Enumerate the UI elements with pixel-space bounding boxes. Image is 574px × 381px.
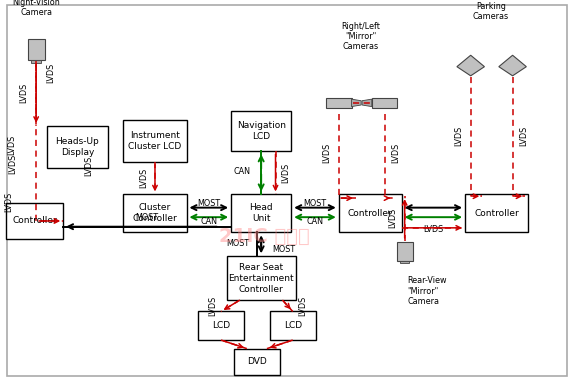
Text: Right/Left
"Mirror"
Cameras: Right/Left "Mirror" Cameras (341, 22, 380, 51)
Polygon shape (326, 98, 351, 108)
Text: Controller: Controller (12, 216, 57, 226)
Polygon shape (499, 55, 526, 76)
Polygon shape (457, 55, 484, 76)
Text: LVDS: LVDS (8, 154, 17, 174)
Bar (123, 194, 187, 232)
Text: Controller: Controller (348, 209, 393, 218)
Bar (397, 242, 413, 261)
Bar (270, 312, 316, 340)
Bar (123, 120, 187, 162)
Text: 21IC 电子网: 21IC 电子网 (219, 227, 309, 246)
Bar (234, 349, 280, 375)
Bar (465, 194, 528, 232)
Text: Cluster
Controller: Cluster Controller (133, 203, 177, 223)
Bar (31, 60, 41, 63)
Text: Instrument
Cluster LCD: Instrument Cluster LCD (129, 131, 181, 151)
Text: LVDS: LVDS (323, 142, 332, 163)
Text: CAN: CAN (307, 217, 324, 226)
Polygon shape (362, 99, 372, 107)
Text: MOST: MOST (135, 213, 158, 222)
Bar (339, 194, 402, 232)
Text: LVDS: LVDS (7, 134, 16, 155)
Text: Rear-View
"Mirror"
Camera: Rear-View "Mirror" Camera (408, 276, 447, 306)
Bar (231, 111, 292, 151)
Text: CAN: CAN (200, 217, 218, 226)
Bar (400, 261, 409, 263)
Text: Night-Vision
Camera: Night-Vision Camera (12, 0, 60, 17)
Bar (48, 126, 108, 168)
Text: MOST: MOST (227, 239, 250, 248)
Text: MOST: MOST (197, 199, 220, 208)
Text: Controller: Controller (474, 209, 519, 218)
Text: Navigation
LCD: Navigation LCD (236, 122, 286, 141)
Text: LVDS: LVDS (4, 192, 13, 212)
Polygon shape (372, 98, 397, 108)
Polygon shape (351, 99, 361, 107)
Text: LCD: LCD (284, 321, 302, 330)
Text: Heads-Up
Display: Heads-Up Display (56, 137, 99, 157)
Bar (28, 39, 45, 60)
Text: LVDS: LVDS (208, 296, 217, 316)
Text: LVDS: LVDS (281, 163, 290, 183)
Bar (6, 203, 63, 239)
Text: LVDS: LVDS (391, 142, 401, 163)
Text: DVD: DVD (247, 357, 267, 367)
Bar (231, 194, 292, 232)
Text: LVDS: LVDS (455, 126, 464, 146)
Text: Right/Left
Parking
Cameras: Right/Left Parking Cameras (471, 0, 510, 21)
Text: CAN: CAN (234, 167, 251, 176)
Text: LVDS: LVDS (389, 207, 398, 228)
Bar (227, 256, 296, 300)
Text: LVDS: LVDS (84, 155, 94, 176)
Text: LCD: LCD (212, 321, 230, 330)
Text: MOST: MOST (304, 199, 327, 208)
Text: LVDS: LVDS (519, 126, 529, 146)
Text: LVDS: LVDS (19, 83, 28, 104)
Text: MOST: MOST (273, 245, 296, 254)
Text: LVDS: LVDS (46, 62, 56, 83)
Text: Head
Unit: Head Unit (249, 203, 273, 223)
Text: LVDS: LVDS (423, 225, 444, 234)
Text: LVDS: LVDS (298, 296, 308, 316)
Text: Rear Seat
Entertainment
Controller: Rear Seat Entertainment Controller (228, 263, 294, 294)
Bar (198, 312, 244, 340)
Text: LVDS: LVDS (139, 168, 148, 188)
